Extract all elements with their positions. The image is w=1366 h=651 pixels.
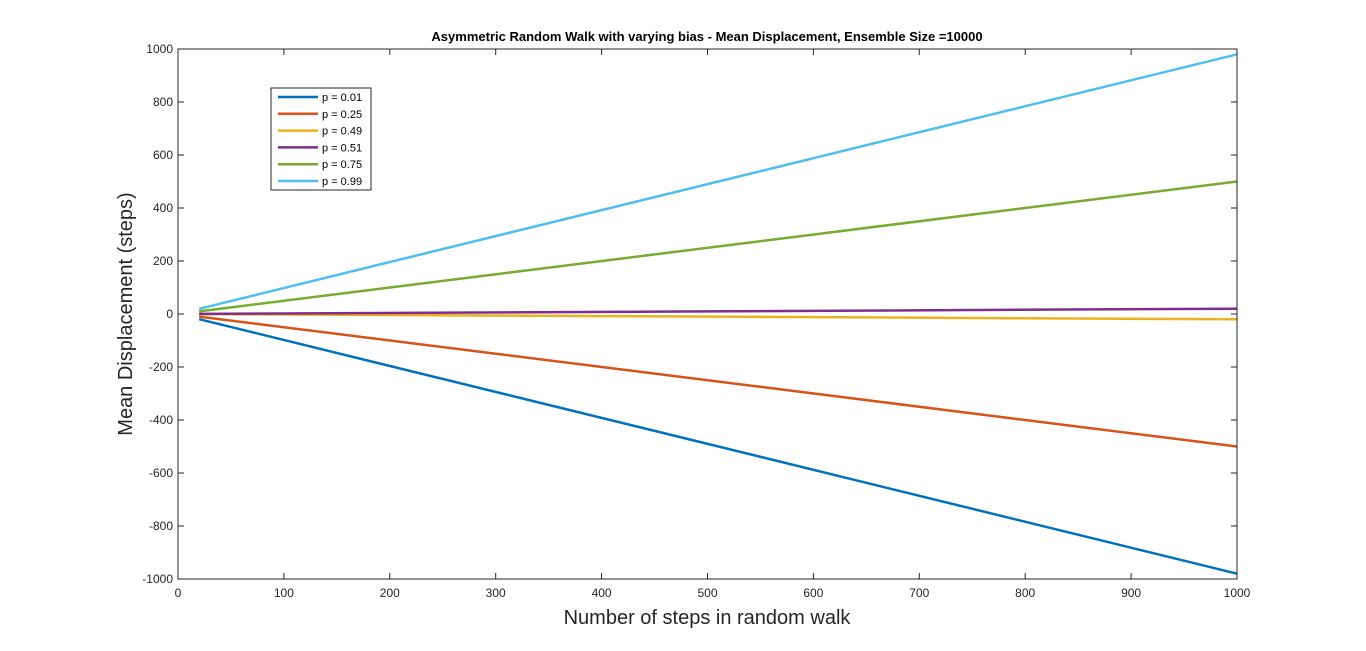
x-tick-label: 400 <box>592 586 612 600</box>
legend-entry-label: p = 0.99 <box>322 176 362 188</box>
x-axis-ticks: 0 100 200 300 400 500 600 700 800 900 1000 <box>175 49 1251 600</box>
y-tick-label: 1000 <box>146 42 173 56</box>
legend-entry-label: p = 0.25 <box>322 109 362 121</box>
y-tick-label: -400 <box>149 413 173 427</box>
y-tick-label: 400 <box>153 201 173 215</box>
y-tick-label: 800 <box>153 95 173 109</box>
x-tick-label: 0 <box>175 586 182 600</box>
x-tick-label: 100 <box>274 586 294 600</box>
x-tick-label: 900 <box>1121 586 1141 600</box>
legend-entry-label: p = 0.49 <box>322 126 362 138</box>
x-axis-label: Number of steps in random walk <box>564 607 852 629</box>
y-tick-label: -600 <box>149 466 173 480</box>
x-tick-label: 1000 <box>1224 586 1251 600</box>
y-tick-label: -200 <box>149 360 173 374</box>
y-axis-label: Mean Displacement (steps) <box>115 192 137 435</box>
legend-box <box>270 87 372 191</box>
series-line-0 <box>198 317 1238 575</box>
series-line-5 <box>198 53 1238 311</box>
series-layer <box>198 53 1238 575</box>
y-tick-label: 0 <box>166 307 173 321</box>
x-tick-label: 800 <box>1015 586 1035 600</box>
y-tick-label: 600 <box>153 148 173 162</box>
series-line-4 <box>199 180 1238 313</box>
legend: p = 0.01 p = 0.25 p = 0.49 p = 0.51 p = 0.75… <box>270 87 372 191</box>
legend-items: p = 0.01 p = 0.25 p = 0.49 p = 0.51 p = 0.75… <box>278 92 362 188</box>
x-tick-label: 300 <box>486 586 506 600</box>
y-tick-label: 200 <box>153 254 173 268</box>
y-tick-label: -1000 <box>142 572 173 586</box>
series-line-3 <box>199 307 1238 316</box>
series-line-1 <box>199 315 1238 448</box>
series-line-2 <box>199 312 1238 321</box>
x-tick-label: 600 <box>803 586 823 600</box>
legend-entry-label: p = 0.51 <box>322 142 362 154</box>
x-tick-label: 700 <box>909 586 929 600</box>
x-tick-label: 200 <box>380 586 400 600</box>
chart-title: Asymmetric Random Walk with varying bias… <box>431 29 982 44</box>
x-tick-label: 500 <box>697 586 717 600</box>
legend-entry-label: p = 0.75 <box>322 159 362 171</box>
y-tick-label: -800 <box>149 519 173 533</box>
y-axis-ticks: -1000 -800 -600 -400 -200 0 200 400 600 800 1000 <box>142 42 1237 586</box>
legend-entry-label: p = 0.01 <box>322 92 362 104</box>
